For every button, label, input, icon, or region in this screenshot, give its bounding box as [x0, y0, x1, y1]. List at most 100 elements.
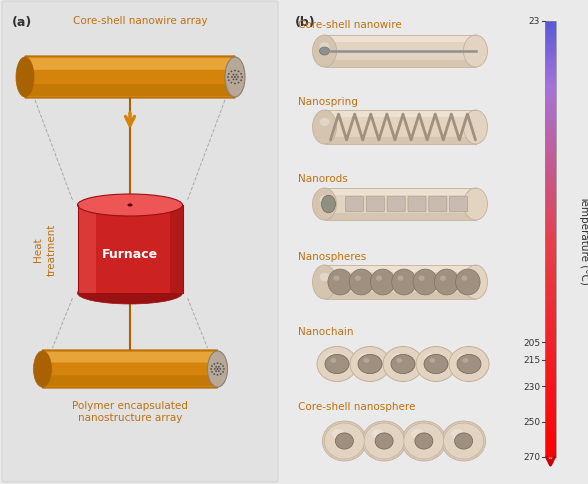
Bar	[545, 22, 556, 457]
Bar	[545, 357, 556, 360]
Ellipse shape	[424, 355, 448, 374]
Ellipse shape	[412, 429, 425, 439]
Bar	[545, 333, 556, 336]
Bar	[545, 85, 556, 88]
Bar	[545, 342, 556, 345]
Bar	[545, 235, 556, 238]
Bar	[545, 74, 556, 77]
Bar	[545, 418, 556, 421]
Ellipse shape	[333, 276, 339, 281]
Bar	[545, 133, 556, 136]
Bar	[545, 65, 556, 68]
Bar	[545, 377, 556, 379]
Ellipse shape	[233, 79, 235, 81]
Bar	[545, 211, 556, 214]
Bar	[545, 42, 556, 44]
FancyBboxPatch shape	[45, 376, 215, 386]
FancyBboxPatch shape	[346, 197, 363, 212]
Bar	[545, 100, 556, 103]
Bar	[545, 166, 556, 168]
Ellipse shape	[392, 354, 405, 363]
Text: Temperature (°C): Temperature (°C)	[579, 195, 588, 285]
Bar	[545, 294, 556, 297]
Bar	[545, 302, 556, 305]
Bar	[545, 98, 556, 101]
Bar	[545, 407, 556, 409]
Bar	[545, 172, 556, 175]
Bar	[545, 113, 556, 116]
Ellipse shape	[220, 373, 222, 375]
Ellipse shape	[234, 83, 236, 85]
Bar	[545, 168, 556, 170]
Bar	[545, 344, 556, 347]
Bar	[545, 431, 556, 434]
Ellipse shape	[222, 365, 224, 367]
Bar	[545, 213, 556, 216]
Bar	[545, 194, 556, 197]
Bar	[545, 446, 556, 449]
Bar	[545, 39, 556, 42]
Bar	[545, 120, 556, 122]
Bar	[325, 265, 476, 273]
Ellipse shape	[349, 270, 373, 295]
Bar	[545, 209, 556, 212]
Bar	[545, 63, 556, 66]
Bar	[545, 198, 556, 201]
Bar	[545, 152, 556, 155]
Bar	[545, 59, 556, 61]
Ellipse shape	[320, 119, 329, 127]
FancyBboxPatch shape	[450, 197, 467, 212]
Bar	[545, 87, 556, 90]
Ellipse shape	[241, 77, 243, 79]
Bar	[545, 435, 556, 438]
Bar	[545, 33, 556, 35]
Bar	[545, 305, 556, 307]
Ellipse shape	[322, 421, 366, 461]
Bar	[545, 346, 556, 349]
Bar	[545, 287, 556, 290]
Bar	[545, 126, 556, 129]
Ellipse shape	[240, 80, 242, 82]
Ellipse shape	[228, 74, 230, 76]
Ellipse shape	[416, 347, 456, 382]
Ellipse shape	[230, 71, 232, 73]
Bar	[545, 381, 556, 384]
Bar	[545, 331, 556, 333]
Bar	[545, 78, 556, 81]
Bar	[545, 337, 556, 340]
Ellipse shape	[237, 77, 239, 79]
Bar	[545, 157, 556, 160]
Bar	[545, 368, 556, 371]
Ellipse shape	[34, 351, 52, 387]
Ellipse shape	[328, 270, 352, 295]
Ellipse shape	[233, 75, 235, 76]
Bar	[545, 50, 556, 53]
Ellipse shape	[364, 423, 404, 459]
Text: Core-shell nanowire: Core-shell nanowire	[298, 20, 402, 30]
Ellipse shape	[449, 347, 489, 382]
Bar	[545, 30, 556, 33]
Ellipse shape	[312, 111, 336, 145]
Ellipse shape	[457, 354, 470, 363]
Ellipse shape	[228, 80, 230, 82]
Ellipse shape	[429, 358, 435, 363]
Bar	[545, 228, 556, 231]
Bar	[545, 442, 556, 444]
Bar	[545, 224, 556, 227]
Bar	[545, 413, 556, 416]
Bar	[325, 111, 476, 145]
Ellipse shape	[455, 433, 473, 449]
Bar	[545, 424, 556, 427]
Bar	[545, 240, 556, 242]
Ellipse shape	[443, 423, 483, 459]
Bar	[545, 268, 556, 271]
Text: Furnace: Furnace	[102, 248, 158, 261]
Bar	[545, 259, 556, 262]
Ellipse shape	[215, 371, 217, 372]
Ellipse shape	[238, 71, 239, 73]
Text: Nanospring: Nanospring	[298, 97, 358, 107]
Bar	[545, 159, 556, 162]
Bar	[545, 76, 556, 79]
Ellipse shape	[463, 189, 487, 221]
Ellipse shape	[208, 351, 228, 387]
